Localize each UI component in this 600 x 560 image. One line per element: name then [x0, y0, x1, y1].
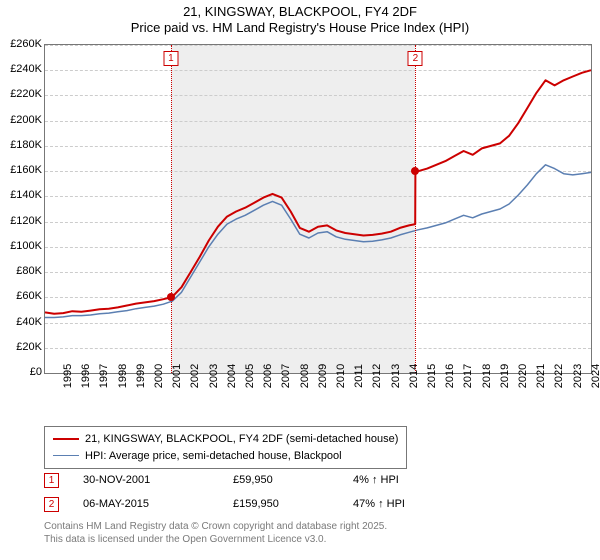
legend-item: HPI: Average price, semi-detached house,… [53, 448, 398, 465]
chart-svg [45, 45, 591, 373]
sale-dot [411, 167, 419, 175]
legend-label: 21, KINGSWAY, BLACKPOOL, FY4 2DF (semi-d… [85, 431, 398, 448]
sale-dot [167, 293, 175, 301]
title-subtitle: Price paid vs. HM Land Registry's House … [0, 20, 600, 36]
sale-row: 2 06-MAY-2015 £159,950 47% ↑ HPI [44, 494, 473, 514]
legend-swatch [53, 455, 79, 456]
y-tick-label: £140K [2, 189, 42, 201]
y-tick-label: £100K [2, 240, 42, 252]
y-tick-label: £60K [2, 290, 42, 302]
title-address: 21, KINGSWAY, BLACKPOOL, FY4 2DF [0, 4, 600, 20]
marker-line [415, 45, 416, 373]
sale-marker-1: 1 [44, 473, 59, 488]
sale-price: £159,950 [233, 498, 353, 510]
footer-attribution: Contains HM Land Registry data © Crown c… [44, 520, 387, 546]
legend-box: 21, KINGSWAY, BLACKPOOL, FY4 2DF (semi-d… [44, 426, 407, 469]
sales-block: 1 30-NOV-2001 £59,950 4% ↑ HPI 2 06-MAY-… [44, 470, 473, 518]
y-tick-label: £120K [2, 215, 42, 227]
legend-swatch [53, 438, 79, 440]
sale-row: 1 30-NOV-2001 £59,950 4% ↑ HPI [44, 470, 473, 490]
y-tick-label: £20K [2, 341, 42, 353]
marker-box: 2 [408, 51, 423, 66]
y-tick-label: £40K [2, 316, 42, 328]
sale-marker-2: 2 [44, 497, 59, 512]
x-tick-label: 2025 [590, 364, 600, 388]
series-line-price_paid [45, 70, 591, 314]
chart-plot-area: 12 [44, 44, 592, 374]
marker-box: 1 [163, 51, 178, 66]
sale-price: £59,950 [233, 474, 353, 486]
sale-delta: 47% ↑ HPI [353, 498, 473, 510]
legend-item: 21, KINGSWAY, BLACKPOOL, FY4 2DF (semi-d… [53, 431, 398, 448]
y-tick-label: £260K [2, 38, 42, 50]
y-tick-label: £180K [2, 139, 42, 151]
legend-label: HPI: Average price, semi-detached house,… [85, 448, 342, 465]
sale-date: 30-NOV-2001 [83, 474, 233, 486]
footer-line2: This data is licensed under the Open Gov… [44, 533, 387, 546]
y-tick-label: £0 [2, 366, 42, 378]
sale-date: 06-MAY-2015 [83, 498, 233, 510]
sale-delta: 4% ↑ HPI [353, 474, 473, 486]
y-tick-label: £200K [2, 114, 42, 126]
footer-line1: Contains HM Land Registry data © Crown c… [44, 520, 387, 533]
title-block: 21, KINGSWAY, BLACKPOOL, FY4 2DF Price p… [0, 0, 600, 37]
y-tick-label: £80K [2, 265, 42, 277]
y-tick-label: £220K [2, 88, 42, 100]
marker-line [171, 45, 172, 373]
series-line-hpi [45, 165, 591, 318]
y-tick-label: £160K [2, 164, 42, 176]
y-tick-label: £240K [2, 63, 42, 75]
chart-container: 21, KINGSWAY, BLACKPOOL, FY4 2DF Price p… [0, 0, 600, 560]
